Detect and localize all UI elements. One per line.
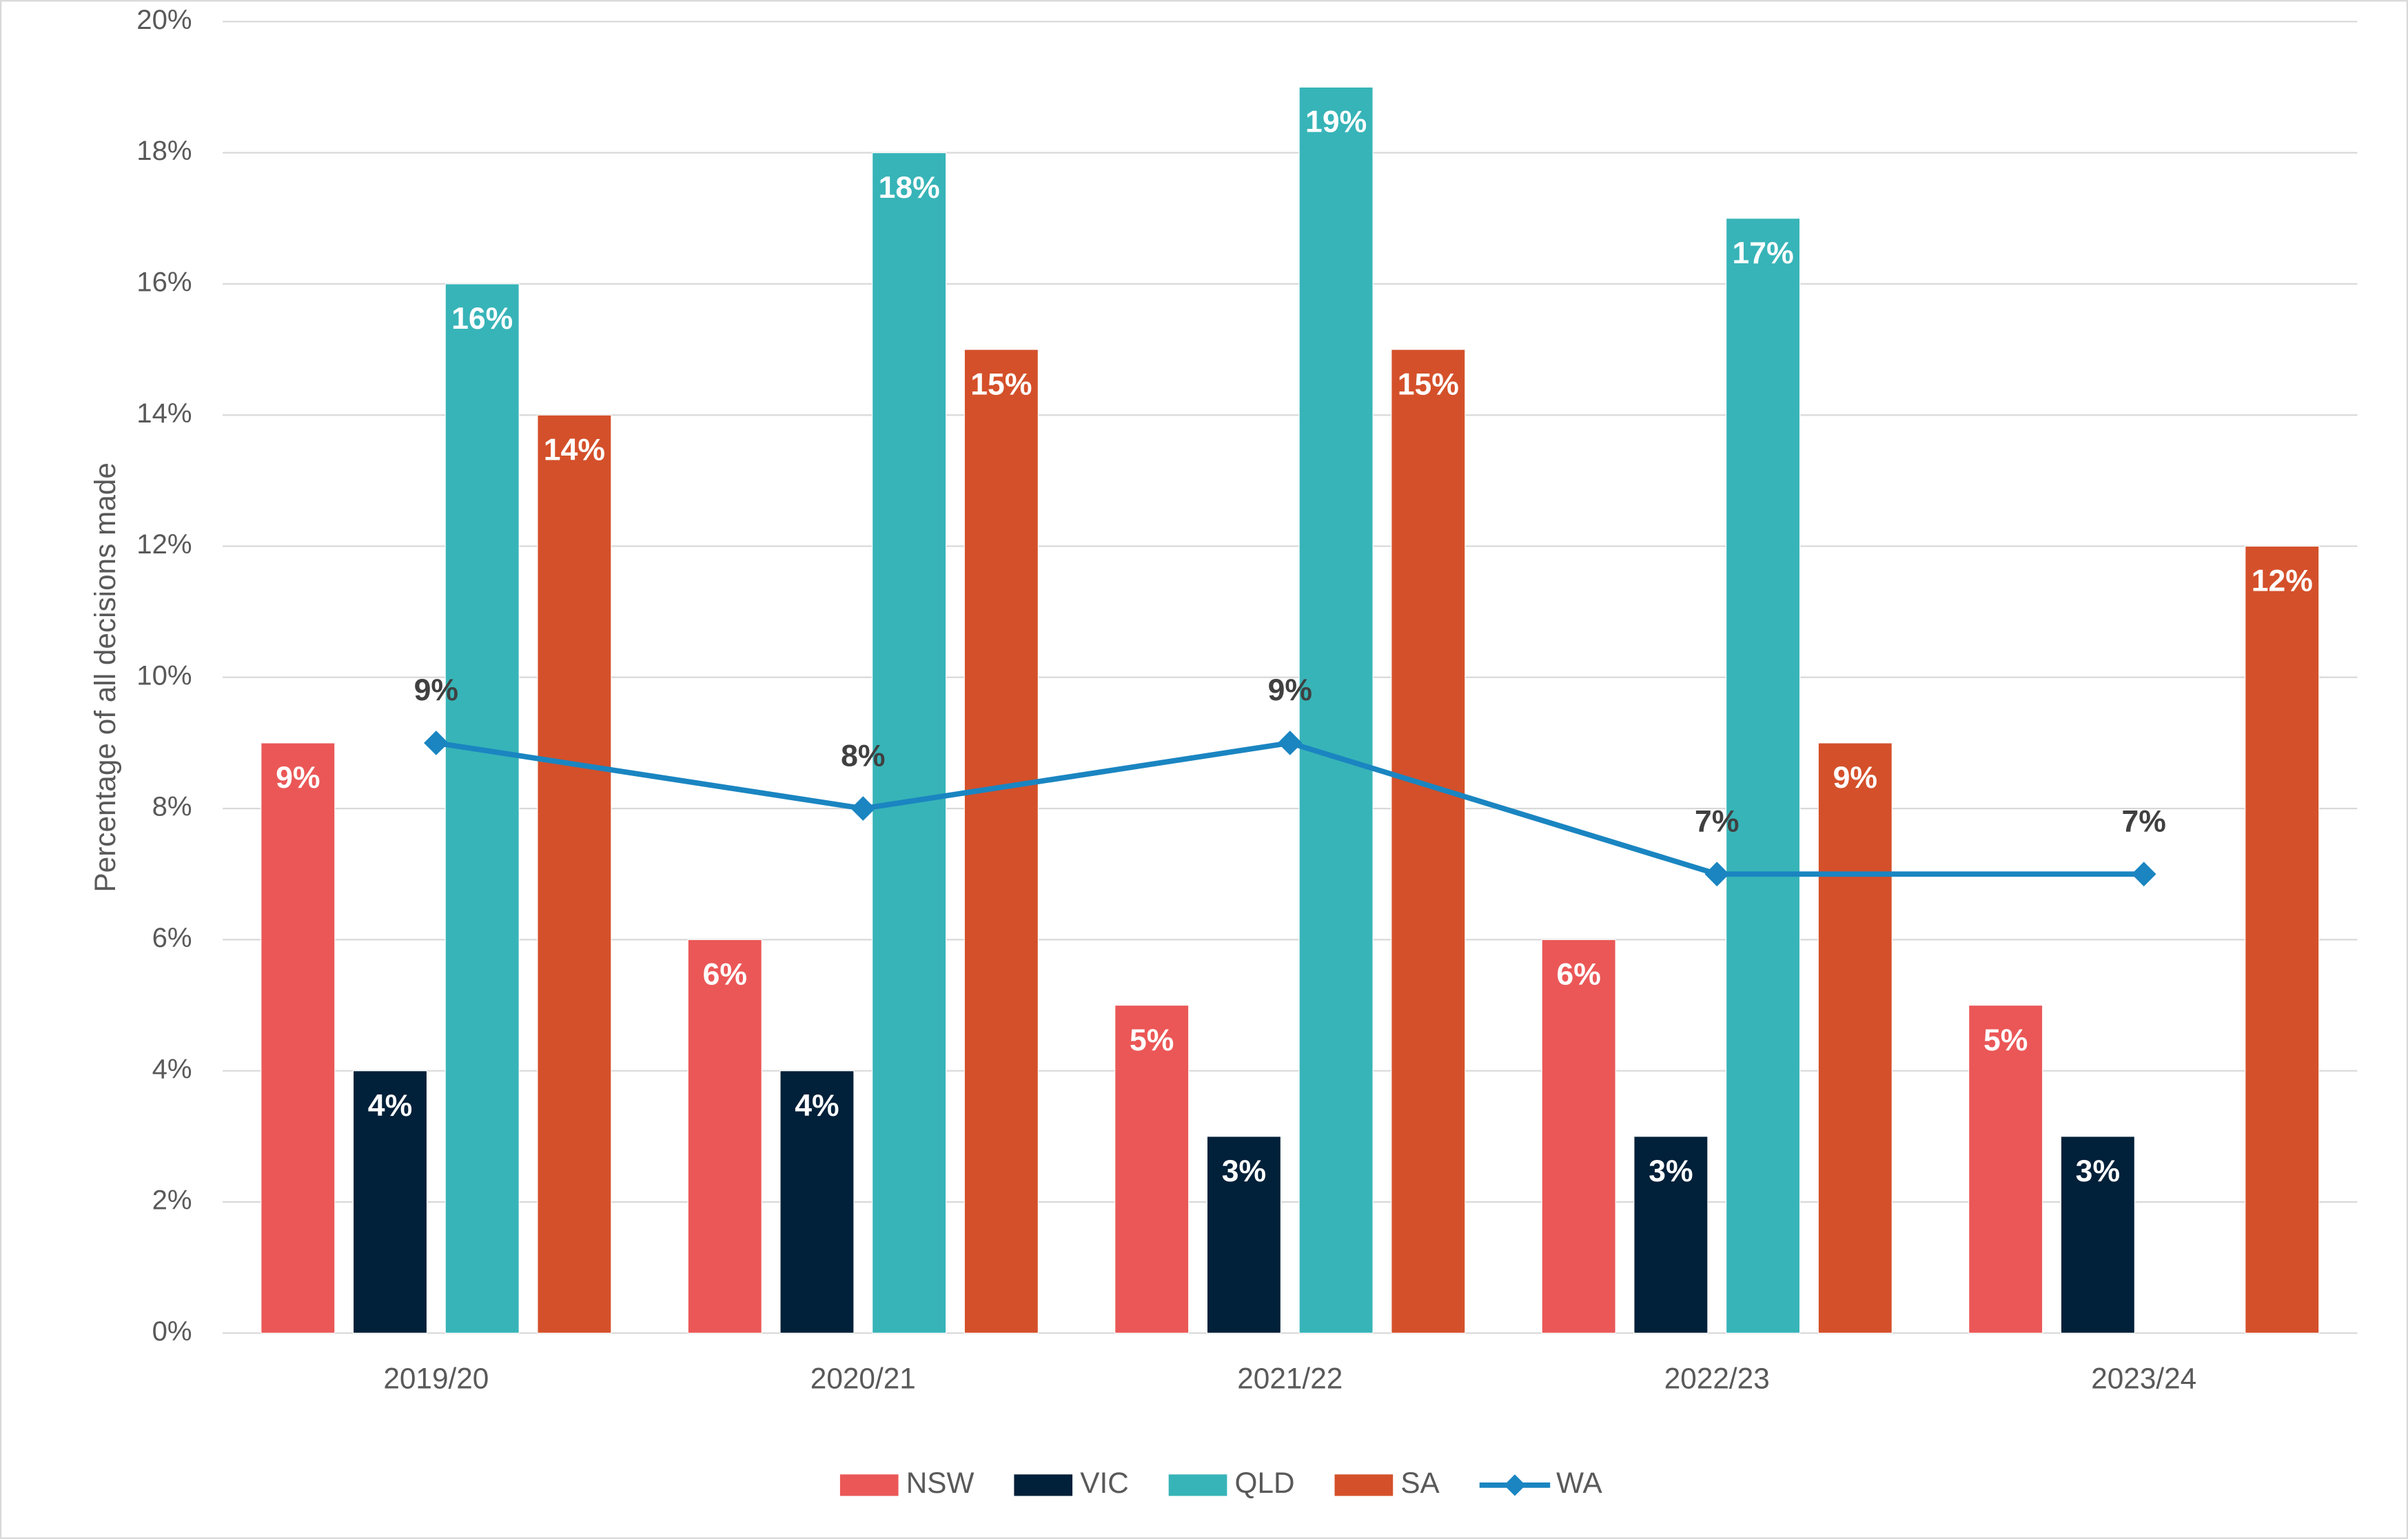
line-value-label: 9% bbox=[1268, 673, 1312, 707]
bar bbox=[1391, 349, 1466, 1334]
bar-value-label: 6% bbox=[703, 958, 747, 992]
line-value-label: 8% bbox=[841, 739, 885, 773]
bar-value-label: 15% bbox=[1398, 367, 1459, 401]
y-tick-label: 0% bbox=[152, 1316, 192, 1347]
bar-value-label: 17% bbox=[1733, 236, 1794, 270]
legend-swatch bbox=[1168, 1474, 1227, 1496]
bar bbox=[687, 939, 762, 1334]
bar bbox=[1206, 1136, 1281, 1334]
y-tick-label: 18% bbox=[136, 136, 192, 166]
x-tick-label: 2019/20 bbox=[383, 1363, 489, 1395]
bar bbox=[872, 152, 947, 1334]
bar-value-label: 4% bbox=[368, 1089, 412, 1123]
bar-value-label: 3% bbox=[1649, 1154, 1693, 1188]
bar-value-label: 19% bbox=[1305, 105, 1367, 139]
y-tick-label: 12% bbox=[136, 529, 192, 560]
legend-swatch bbox=[1014, 1474, 1073, 1496]
bar-value-label: 3% bbox=[1222, 1154, 1266, 1188]
bar bbox=[261, 742, 336, 1334]
bar-value-label: 18% bbox=[879, 171, 940, 205]
legend-label: WA bbox=[1556, 1467, 1602, 1499]
y-tick-label: 10% bbox=[136, 660, 192, 691]
line-marker bbox=[1277, 731, 1303, 755]
y-tick-label: 16% bbox=[136, 267, 192, 298]
bar bbox=[963, 349, 1039, 1334]
x-tick-label: 2021/22 bbox=[1237, 1363, 1343, 1395]
line-value-label: 7% bbox=[2122, 804, 2166, 838]
line-marker bbox=[424, 731, 449, 755]
bar bbox=[1541, 939, 1616, 1334]
bar-value-label: 5% bbox=[1130, 1023, 1174, 1057]
y-tick-label: 20% bbox=[136, 5, 192, 35]
bar bbox=[2245, 545, 2320, 1334]
bar-value-label: 5% bbox=[1983, 1023, 2028, 1057]
legend-swatch bbox=[839, 1474, 899, 1496]
y-tick-label: 8% bbox=[152, 792, 192, 822]
y-axis-title: Percentage of all decisions made bbox=[89, 462, 121, 893]
line-value-label: 7% bbox=[1695, 804, 1739, 838]
bar bbox=[2060, 1136, 2135, 1334]
bar bbox=[1114, 1004, 1190, 1334]
x-tick-label: 2023/24 bbox=[2091, 1363, 2196, 1395]
bar-value-label: 3% bbox=[2076, 1154, 2120, 1188]
bar-value-label: 6% bbox=[1557, 958, 1601, 992]
legend-swatch bbox=[1334, 1474, 1394, 1496]
bar-value-label: 16% bbox=[451, 302, 513, 336]
y-tick-label: 14% bbox=[136, 398, 192, 429]
bar-value-label: 4% bbox=[795, 1089, 839, 1123]
bar-value-label: 14% bbox=[544, 433, 605, 467]
legend-label: SA bbox=[1400, 1467, 1440, 1499]
y-tick-label: 2% bbox=[152, 1185, 192, 1216]
legend-label: VIC bbox=[1080, 1467, 1129, 1499]
legend-label: NSW bbox=[906, 1467, 975, 1499]
bar bbox=[1817, 742, 1892, 1334]
legend-label: QLD bbox=[1235, 1467, 1295, 1499]
line-value-label: 9% bbox=[414, 673, 458, 707]
y-tick-label: 4% bbox=[152, 1054, 192, 1084]
bar-value-label: 12% bbox=[2252, 564, 2313, 598]
bar bbox=[445, 283, 520, 1334]
bar bbox=[1633, 1136, 1708, 1334]
bar bbox=[537, 414, 612, 1334]
x-tick-label: 2020/21 bbox=[810, 1363, 916, 1395]
bar-value-label: 15% bbox=[970, 367, 1032, 401]
bar-value-label: 9% bbox=[1833, 761, 1877, 795]
bar bbox=[1968, 1004, 2043, 1334]
bar bbox=[352, 1070, 428, 1334]
bar bbox=[1726, 218, 1801, 1334]
line-marker bbox=[850, 796, 876, 821]
bar bbox=[1298, 86, 1374, 1334]
y-tick-label: 6% bbox=[152, 923, 192, 953]
x-tick-label: 2022/23 bbox=[1664, 1363, 1770, 1395]
bar-value-label: 9% bbox=[276, 761, 320, 795]
bar bbox=[779, 1070, 855, 1334]
